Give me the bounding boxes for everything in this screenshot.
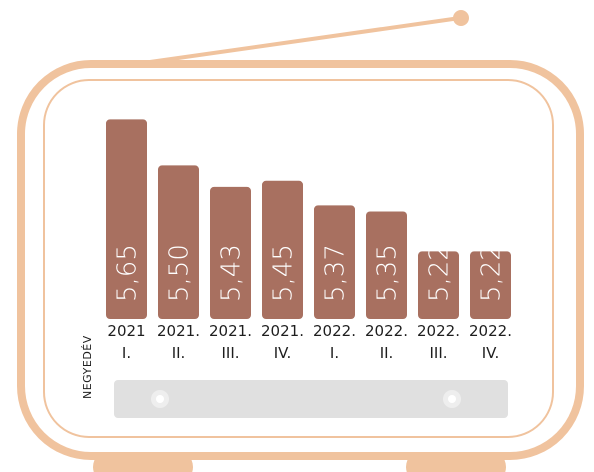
bar-value-label: 5,43 (217, 244, 247, 302)
x-tick-label: 2021 (107, 322, 145, 340)
bar (418, 251, 459, 319)
x-tick-label: 2021. (157, 322, 200, 340)
bar (210, 186, 251, 319)
x-tick-label: II. (172, 344, 186, 362)
x-tick-label: II. (380, 344, 394, 362)
x-tick-label: IV. (274, 344, 292, 362)
x-tick-label: I. (330, 344, 339, 362)
x-tick-label: 2021. (209, 322, 252, 340)
x-tick-label: 2022. (313, 322, 356, 340)
dial-knob-right-center (448, 395, 456, 403)
bar-value-label: 5,22 (425, 244, 455, 302)
bar-value-label: 5,65 (113, 244, 143, 302)
bar-value-label: 5,22 (477, 244, 507, 302)
x-tick-label: 2021. (261, 322, 304, 340)
bar (106, 119, 147, 319)
x-axis-title: NEGYEDÉV (81, 335, 94, 399)
tv-screen-outline (43, 79, 554, 438)
x-tick-label: 2022. (365, 322, 408, 340)
tv-control-panel (114, 380, 508, 418)
x-tick-label: III. (429, 344, 447, 362)
x-tick-label: IV. (482, 344, 500, 362)
bar-series: 5,65 2021 I. 5,50 2021. II. 5,43 2021. III. 5,45 2… (106, 119, 512, 362)
dial-knob-left-center (156, 395, 164, 403)
bar (366, 211, 407, 319)
bar (262, 180, 303, 319)
bar (314, 205, 355, 319)
bar (158, 165, 199, 319)
bar-value-label: 5,35 (373, 244, 403, 302)
x-tick-label: I. (122, 344, 131, 362)
x-tick-label: III. (221, 344, 239, 362)
bar-value-label: 5,45 (269, 244, 299, 302)
antenna-tip-icon (453, 10, 469, 26)
x-tick-label: 2022. (417, 322, 460, 340)
x-tick-label: 2022. (469, 322, 512, 340)
bar (470, 251, 511, 319)
antenna-icon (148, 16, 462, 64)
bar-value-label: 5,37 (321, 244, 351, 302)
bar-value-label: 5,50 (165, 244, 195, 302)
